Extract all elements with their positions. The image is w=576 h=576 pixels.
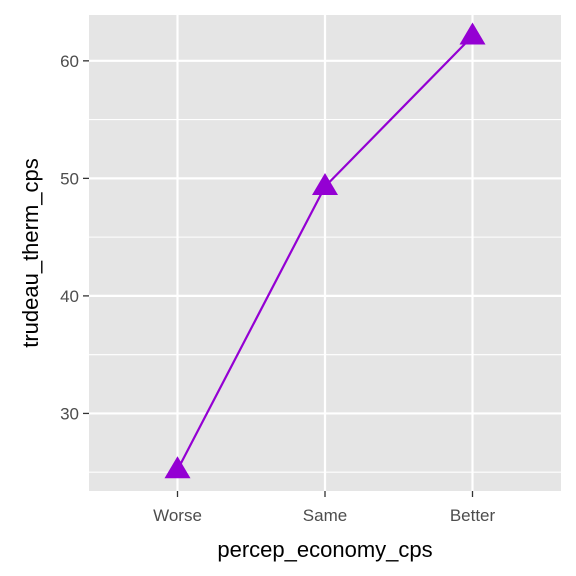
x-tick-label: Same bbox=[303, 506, 347, 525]
x-tick-label: Better bbox=[450, 506, 496, 525]
data-point-triangle bbox=[312, 172, 338, 195]
y-tick-label: 50 bbox=[60, 169, 79, 188]
y-axis-title: trudeau_therm_cps bbox=[18, 158, 43, 348]
y-tick-label: 30 bbox=[60, 404, 79, 423]
data-point-triangle bbox=[459, 22, 486, 45]
tick-labels: 30 40 50 60 Worse Same Better bbox=[60, 52, 495, 525]
x-axis-title: percep_economy_cps bbox=[217, 537, 432, 562]
x-tick-label: Worse bbox=[153, 506, 202, 525]
series-layer bbox=[164, 22, 486, 479]
axis-ticks bbox=[83, 60, 474, 497]
y-tick-label: 40 bbox=[60, 287, 79, 306]
y-tick-label: 60 bbox=[60, 52, 79, 71]
data-point-triangle bbox=[164, 456, 191, 479]
major-gridlines bbox=[89, 15, 561, 491]
